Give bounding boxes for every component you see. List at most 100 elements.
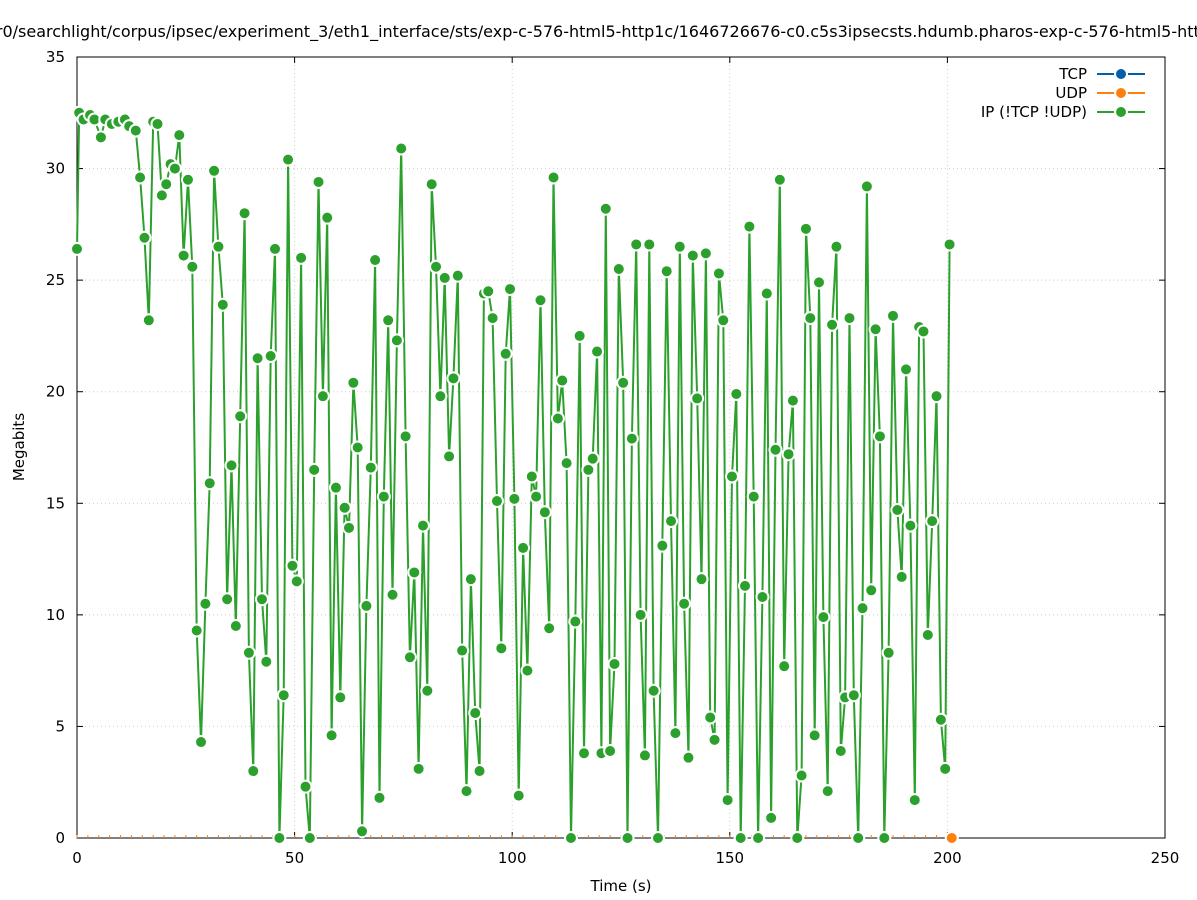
data-point xyxy=(607,656,622,671)
legend-swatch-marker xyxy=(1114,67,1128,81)
data-point xyxy=(585,451,600,466)
legend-label: UDP xyxy=(1055,84,1087,102)
data-point xyxy=(459,784,474,799)
data-point xyxy=(437,270,452,285)
data-point xyxy=(851,831,866,845)
data-point xyxy=(629,237,644,252)
y-axis-label: Megabits xyxy=(10,413,28,481)
data-point xyxy=(407,565,422,580)
data-point xyxy=(211,239,226,254)
data-point xyxy=(328,480,343,495)
data-point xyxy=(920,627,935,642)
data-point xyxy=(694,572,709,587)
data-point xyxy=(777,659,792,674)
x-axis: 0 50 100 150 200 250 xyxy=(72,57,1179,867)
data-point xyxy=(268,241,283,256)
data-point xyxy=(755,590,770,605)
data-point xyxy=(572,328,587,343)
data-point xyxy=(180,172,195,187)
data-point xyxy=(555,373,570,388)
data-point xyxy=(511,788,526,803)
data-point xyxy=(315,389,330,404)
y-tick-label: 5 xyxy=(55,717,65,735)
data-point xyxy=(672,239,687,254)
data-point xyxy=(855,601,870,616)
data-point xyxy=(681,750,696,765)
data-point xyxy=(664,514,679,529)
data-point xyxy=(859,179,874,194)
data-point xyxy=(812,275,827,290)
data-point xyxy=(690,391,705,406)
data-point xyxy=(224,458,239,473)
data-point xyxy=(716,313,731,328)
data-point xyxy=(402,650,417,665)
data-point xyxy=(624,431,639,446)
data-point xyxy=(842,311,857,326)
data-point xyxy=(759,286,774,301)
data-point xyxy=(603,743,618,758)
data-point xyxy=(498,346,513,361)
data-point xyxy=(185,259,200,274)
data-point xyxy=(463,572,478,587)
data-point xyxy=(729,386,744,401)
legend-swatch-marker xyxy=(1114,86,1128,100)
data-point xyxy=(415,518,430,533)
data-point xyxy=(516,540,531,555)
data-point xyxy=(877,831,892,845)
y-tick-label: 25 xyxy=(46,271,65,289)
data-point xyxy=(481,284,496,299)
y-tick-label: 35 xyxy=(46,48,65,66)
data-point xyxy=(720,793,735,808)
data-point xyxy=(868,322,883,337)
data-point xyxy=(472,764,487,779)
data-point xyxy=(633,607,648,622)
data-point xyxy=(524,469,539,484)
data-point xyxy=(346,375,361,390)
data-point xyxy=(237,206,252,221)
data-point xyxy=(846,688,861,703)
data-point xyxy=(944,831,959,845)
data-point xyxy=(442,449,457,464)
data-point xyxy=(372,790,387,805)
data-point xyxy=(711,266,726,281)
data-point xyxy=(494,641,509,656)
data-point xyxy=(450,268,465,283)
data-point xyxy=(751,831,766,845)
data-point xyxy=(886,308,900,323)
data-point xyxy=(611,261,626,276)
grid-lines xyxy=(77,57,1165,838)
x-tick-label: 200 xyxy=(933,849,962,867)
series-2 xyxy=(70,105,957,845)
x-tick-label: 100 xyxy=(498,849,527,867)
data-point xyxy=(489,494,504,509)
data-point xyxy=(281,152,296,167)
data-point xyxy=(655,538,670,553)
data-point xyxy=(220,592,235,607)
data-point xyxy=(446,371,461,386)
data-point xyxy=(707,732,722,747)
data-point xyxy=(363,460,378,475)
data-point xyxy=(311,174,326,189)
data-point xyxy=(820,784,835,799)
x-axis-label: Time (s) xyxy=(590,877,652,895)
data-point xyxy=(455,643,470,658)
data-point xyxy=(577,746,592,761)
data-point xyxy=(389,333,404,348)
data-point xyxy=(807,728,822,743)
data-point xyxy=(172,128,187,143)
data-point xyxy=(559,456,574,471)
x-tick-label: 150 xyxy=(715,849,744,867)
y-tick-label: 15 xyxy=(46,494,65,512)
data-point xyxy=(263,349,278,364)
data-point xyxy=(563,831,578,845)
data-point xyxy=(324,728,339,743)
data-point xyxy=(894,569,909,584)
data-point xyxy=(241,645,256,660)
x-tick-label: 0 xyxy=(72,849,82,867)
data-point xyxy=(507,491,522,506)
data-point xyxy=(294,250,309,265)
data-point xyxy=(642,237,657,252)
data-point xyxy=(159,177,174,192)
data-point xyxy=(542,621,557,636)
